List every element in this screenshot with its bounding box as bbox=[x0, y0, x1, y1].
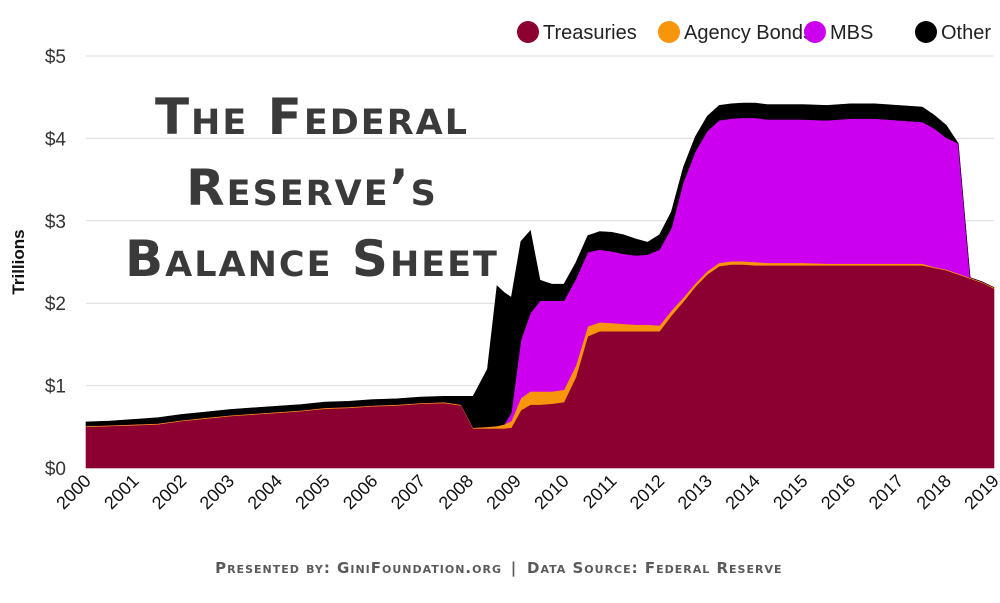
y-tick-label: $4 bbox=[45, 129, 67, 150]
x-tick-label: 2003 bbox=[196, 471, 238, 513]
y-tick-label: $3 bbox=[45, 212, 66, 233]
x-tick-label: 2017 bbox=[865, 471, 907, 513]
x-tick-label: 2016 bbox=[817, 471, 859, 513]
footer: Presented by: GiniFoundation.org | Data … bbox=[215, 559, 782, 578]
y-tick-label: $1 bbox=[45, 377, 66, 398]
footer-data-source: Data Source: Federal Reserve bbox=[527, 559, 782, 577]
legend-label-treasuries: Treasuries bbox=[543, 22, 637, 44]
x-tick-label: 2006 bbox=[339, 471, 381, 513]
title-line-3: Balance Sheet bbox=[125, 230, 499, 288]
x-tick-label: 2007 bbox=[387, 471, 429, 513]
x-tick-label: 2010 bbox=[530, 471, 572, 513]
x-tick-label: 2008 bbox=[435, 471, 477, 513]
legend: Treasuries Agency Bonds MBS Other bbox=[517, 21, 991, 44]
legend-swatch-other bbox=[915, 21, 937, 43]
x-tick-label: 2012 bbox=[626, 471, 668, 513]
legend-swatch-agency-bonds bbox=[658, 21, 680, 43]
x-tick-label: 2019 bbox=[960, 471, 1000, 513]
x-tick-label: 2011 bbox=[579, 471, 621, 513]
stacked-areas bbox=[85, 102, 995, 469]
x-tick-label: 2002 bbox=[148, 471, 190, 513]
y-axis-label: Trillions bbox=[9, 229, 28, 294]
legend-label-other: Other bbox=[941, 22, 991, 44]
x-tick-label: 2005 bbox=[291, 471, 333, 513]
legend-swatch-mbs bbox=[804, 21, 826, 43]
x-tick-label: 2001 bbox=[100, 471, 142, 513]
footer-separator: | bbox=[511, 559, 517, 578]
x-tick-label: 2009 bbox=[482, 471, 524, 513]
legend-swatch-treasuries bbox=[517, 21, 539, 43]
area-other bbox=[85, 102, 995, 428]
x-tick-label: 2004 bbox=[244, 471, 286, 513]
x-tick-label: 2018 bbox=[913, 471, 955, 513]
footer-presented-by: Presented by: GiniFoundation.org bbox=[215, 559, 502, 577]
title-line-1: The Federal bbox=[155, 88, 469, 146]
y-tick-label: $2 bbox=[45, 294, 66, 315]
x-tick-label: 2015 bbox=[769, 471, 811, 513]
x-tick-label: 2013 bbox=[674, 471, 716, 513]
y-tick-label: $5 bbox=[45, 47, 66, 68]
x-tick-label: 2014 bbox=[721, 471, 763, 513]
chart-title: The Federal Reserve’s Balance Sheet bbox=[125, 88, 499, 288]
legend-label-agency-bonds: Agency Bonds bbox=[684, 22, 813, 44]
legend-label-mbs: MBS bbox=[830, 22, 873, 44]
y-tick-label: $0 bbox=[45, 459, 66, 480]
title-line-2: Reserve’s bbox=[186, 159, 438, 217]
